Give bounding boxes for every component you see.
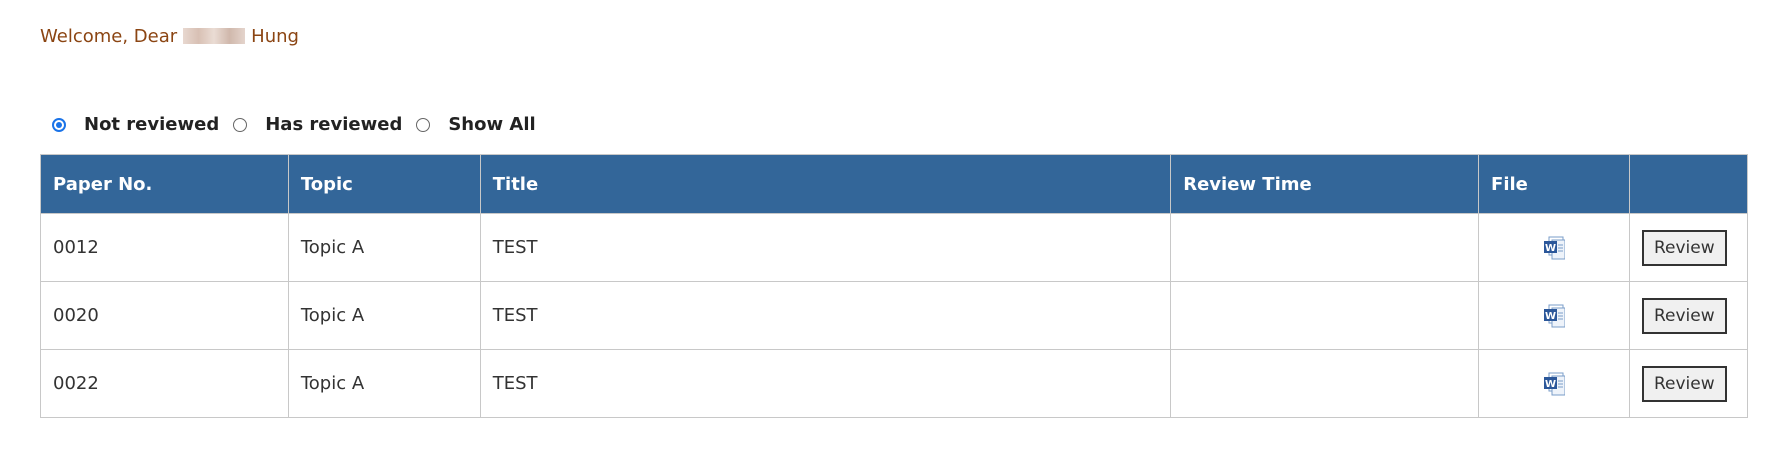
header-paper-no: Paper No.	[40, 154, 289, 214]
header-title: Title	[479, 154, 1172, 214]
header-action	[1628, 154, 1749, 214]
word-document-icon[interactable]: W	[1543, 304, 1565, 328]
table-row: 0020 Topic A TEST W Review	[40, 281, 1749, 350]
radio-not-reviewed[interactable]	[52, 117, 66, 132]
cell-action: Review	[1628, 213, 1749, 282]
filter-show-all[interactable]: Show All	[416, 114, 536, 135]
cell-paper-no: 0012	[40, 213, 289, 282]
filter-has-reviewed[interactable]: Has reviewed	[233, 114, 402, 135]
cell-file: W	[1478, 349, 1630, 418]
redacted-name	[183, 28, 246, 44]
cell-file: W	[1478, 281, 1630, 350]
radio-has-reviewed[interactable]	[233, 117, 248, 132]
header-topic: Topic	[287, 154, 481, 214]
welcome-message: Welcome, Dear Hung	[40, 26, 299, 47]
svg-text:W: W	[1545, 311, 1556, 322]
table-row: 0012 Topic A TEST W Review	[40, 213, 1749, 282]
cell-topic: Topic A	[287, 281, 481, 350]
cell-file: W	[1478, 213, 1630, 282]
cell-title: TEST	[479, 349, 1172, 418]
filter-label: Has reviewed	[265, 114, 403, 135]
review-filter: Not reviewed Has reviewed Show All	[52, 114, 550, 135]
filter-not-reviewed[interactable]: Not reviewed	[52, 114, 219, 135]
word-document-icon[interactable]: W	[1543, 372, 1565, 396]
review-button[interactable]: Review	[1641, 297, 1727, 334]
cell-topic: Topic A	[287, 213, 481, 282]
header-file: File	[1478, 154, 1630, 214]
welcome-name: Hung	[251, 26, 299, 47]
radio-show-all[interactable]	[416, 117, 431, 132]
cell-review-time	[1170, 349, 1480, 418]
cell-review-time	[1170, 281, 1480, 350]
cell-action: Review	[1628, 349, 1749, 418]
review-button[interactable]: Review	[1641, 365, 1727, 402]
svg-text:W: W	[1545, 243, 1556, 254]
filter-label: Show All	[448, 114, 536, 135]
cell-review-time	[1170, 213, 1480, 282]
welcome-prefix: Welcome, Dear	[40, 26, 178, 47]
table-header: Paper No. Topic Title Review Time File	[40, 154, 1749, 214]
filter-label: Not reviewed	[84, 114, 220, 135]
papers-table: Paper No. Topic Title Review Time File 0…	[40, 154, 1749, 418]
cell-title: TEST	[479, 281, 1172, 350]
svg-text:W: W	[1545, 379, 1556, 390]
cell-topic: Topic A	[287, 349, 481, 418]
cell-action: Review	[1628, 281, 1749, 350]
cell-paper-no: 0020	[40, 281, 289, 350]
review-button[interactable]: Review	[1641, 229, 1727, 266]
cell-paper-no: 0022	[40, 349, 289, 418]
word-document-icon[interactable]: W	[1543, 236, 1565, 260]
header-review-time: Review Time	[1170, 154, 1480, 214]
table-row: 0022 Topic A TEST W Review	[40, 349, 1749, 418]
cell-title: TEST	[479, 213, 1172, 282]
